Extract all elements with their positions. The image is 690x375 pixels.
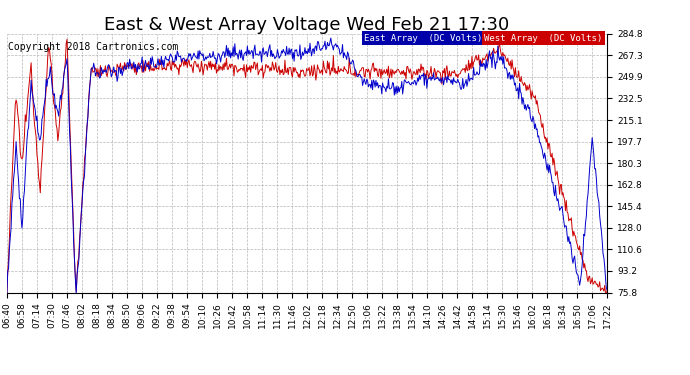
Text: Copyright 2018 Cartronics.com: Copyright 2018 Cartronics.com — [8, 42, 178, 51]
Title: East & West Array Voltage Wed Feb 21 17:30: East & West Array Voltage Wed Feb 21 17:… — [104, 16, 510, 34]
Text: West Array  (DC Volts): West Array (DC Volts) — [484, 34, 602, 43]
Text: East Array  (DC Volts): East Array (DC Volts) — [364, 34, 482, 43]
